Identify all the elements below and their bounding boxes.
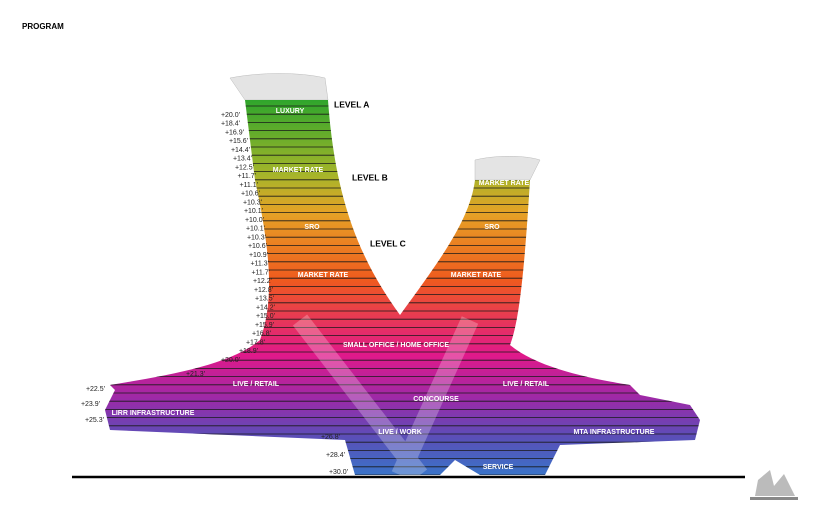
zone-label: LUXURY: [276, 108, 305, 115]
elevation-label: +30.0': [329, 469, 348, 476]
elevation-label: +10.0': [245, 217, 264, 224]
elevation-label: +10.6': [248, 243, 267, 250]
elevation-label: +10.3': [247, 234, 266, 241]
elevation-label: +11.3': [250, 261, 269, 268]
elevation-label: +21.3': [186, 371, 205, 378]
elevation-label: +28.4': [326, 452, 345, 459]
elevation-label: +17.8': [246, 339, 265, 346]
elevation-label: +18.9': [239, 348, 258, 355]
zone-label: MARKET RATE: [273, 167, 324, 174]
elevation-label: +23.9': [81, 401, 100, 408]
zone-label: LIRR INFRASTRUCTURE: [112, 410, 195, 417]
zone-label: SRO: [484, 224, 500, 231]
tower-top: [229, 73, 329, 101]
zone-label: LIVE / RETAIL: [503, 381, 550, 388]
title: PROGRAM: [22, 22, 64, 31]
level-label: LEVEL C: [370, 238, 406, 248]
elevation-label: +10.6': [241, 191, 260, 198]
elevation-label: +12.5': [235, 164, 254, 171]
zone-label: MARKET RATE: [298, 272, 349, 279]
elevation-label: +14.2': [256, 304, 275, 311]
elevation-label: +11.7': [251, 269, 270, 276]
elevation-label: +20.0': [221, 112, 240, 119]
elevation-label: +16.9': [225, 129, 244, 136]
elevation-label: +10.1': [244, 208, 263, 215]
zone-label: SERVICE: [483, 464, 514, 471]
elevation-label: +15.9': [255, 322, 274, 329]
elevation-label: +20.0': [221, 357, 240, 364]
level-label: LEVEL A: [334, 99, 369, 109]
elevation-label: +16.8': [252, 331, 271, 338]
zone-label: MARKET RATE: [479, 180, 530, 187]
level-label: LEVEL B: [352, 172, 388, 182]
structure: [292, 314, 479, 481]
zone-label: LIVE / WORK: [378, 429, 422, 436]
elevation-label: +10.9': [249, 252, 268, 259]
elevation-label: +22.5': [86, 386, 105, 393]
zone-label: SMALL OFFICE / HOME OFFICE: [343, 342, 449, 349]
elevation-label: +25.3': [85, 417, 104, 424]
zone-label: MARKET RATE: [451, 272, 502, 279]
building-section: [105, 100, 700, 475]
elevation-label: +12.2': [253, 278, 272, 285]
elevation-label: +26.8': [321, 434, 340, 441]
zone-label: MTA INFRASTRUCTURE: [574, 429, 655, 436]
elevation-label: +18.4': [221, 121, 240, 128]
elevation-label: +15.0': [256, 313, 275, 320]
icon: [750, 470, 798, 500]
elevation-label: +12.8': [254, 287, 273, 294]
elevation-label: +15.6': [229, 138, 248, 145]
zone-label: SRO: [304, 224, 320, 231]
elevation-label: +14.4': [231, 147, 250, 154]
zone-label: LIVE / RETAIL: [233, 381, 280, 388]
elevation-label: +13.5': [255, 296, 274, 303]
elevation-label: +13.4': [233, 156, 252, 163]
tower-top: [474, 156, 541, 181]
elevation-label: +11.1': [239, 182, 258, 189]
elevation-label: +11.7': [237, 173, 256, 180]
elevation-label: +10.3': [243, 199, 262, 206]
elevation-label: +10.1': [246, 226, 265, 233]
zone-label: CONCOURSE: [413, 396, 459, 403]
